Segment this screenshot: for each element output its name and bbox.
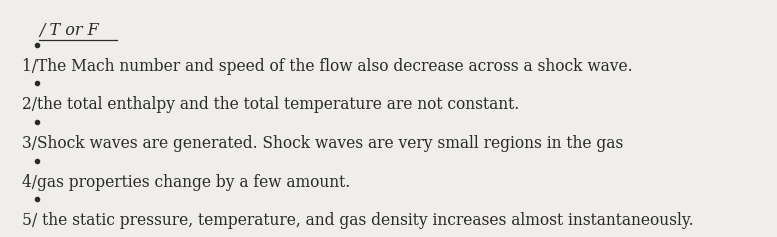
Text: / T or F: / T or F [39,23,99,40]
Text: 1/The Mach number and speed of the flow also decrease across a shock wave.: 1/The Mach number and speed of the flow … [22,58,632,75]
Text: 5/ the static pressure, temperature, and gas density increases almost instantane: 5/ the static pressure, temperature, and… [22,212,694,229]
Text: 2/the total enthalpy and the total temperature are not constant.: 2/the total enthalpy and the total tempe… [22,96,519,113]
Text: 3/Shock waves are generated. Shock waves are very small regions in the gas: 3/Shock waves are generated. Shock waves… [22,135,623,152]
Text: 4/gas properties change by a few amount.: 4/gas properties change by a few amount. [22,173,350,191]
